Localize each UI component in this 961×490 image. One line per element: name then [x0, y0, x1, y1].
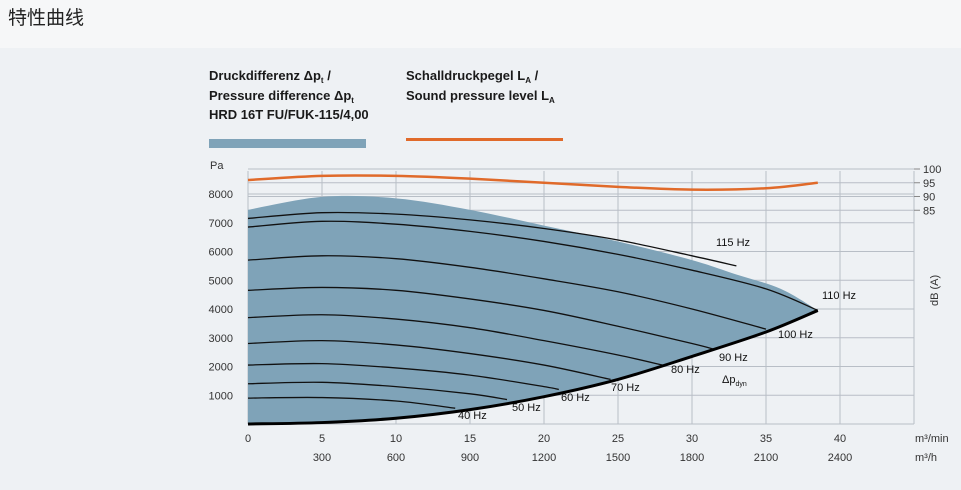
speed-label-60hz: 60 Hz [561, 392, 590, 404]
x-tick-label-alt: 300 [313, 452, 331, 464]
speed-label-100hz: 100 Hz [778, 329, 813, 341]
y2-tick-label: 100 [923, 164, 941, 176]
x-tick-label-alt: 1800 [680, 452, 704, 464]
y2-tick-label: 95 [923, 178, 935, 190]
y-tick-label: 3000 [209, 333, 233, 345]
legend-sound-swatch [406, 138, 563, 141]
y-tick-label: 2000 [209, 362, 233, 374]
x-tick-label: 40 [834, 433, 846, 445]
y-tick-label: 8000 [209, 189, 233, 201]
speed-label-90hz: 90 Hz [719, 352, 748, 364]
legend-sound: Schalldruckpegel LA / Sound pressure lev… [406, 68, 563, 141]
x-tick-label-alt: 600 [387, 452, 405, 464]
x-tick-label-alt: 900 [461, 452, 479, 464]
dyn-label: Δpdyn [722, 374, 747, 388]
x-tick-label: 0 [245, 433, 251, 445]
speed-curve-115hz [247, 211, 737, 267]
speed-label-70hz: 70 Hz [611, 382, 640, 394]
speed-curve-40hz [247, 396, 456, 409]
legend-pressure: Druckdifferenz Δpt / Pressure difference… [209, 68, 369, 148]
page-title: 特性曲线 [8, 7, 85, 29]
y2-axis-label: dB (A) [929, 275, 941, 306]
x-tick-label-alt: 1200 [532, 452, 556, 464]
speed-curve-60hz [247, 362, 559, 391]
legend-sound-line2: Sound pressure level LA [406, 88, 555, 105]
speed-curve-80hz [247, 314, 663, 366]
speed-curve-100hz [247, 255, 767, 330]
speed-label-115hz: 115 Hz [716, 237, 750, 249]
x-tick-label-alt: 2400 [828, 452, 852, 464]
speed-label-110hz: 110 Hz [822, 290, 856, 302]
speed-curve-110hz [247, 220, 819, 312]
y2-tick-label: 90 [923, 192, 935, 204]
x-tick-label: 15 [464, 433, 476, 445]
legend-pressure-line3: HRD 16T FU/FUK-115/4,00 [209, 107, 369, 122]
dynamic-pressure-curve [247, 309, 819, 426]
x-tick-label-alt: 1500 [606, 452, 630, 464]
x-tick-label: 35 [760, 433, 772, 445]
speed-label-40hz: 40 Hz [458, 410, 487, 422]
y-tick-label: 6000 [209, 247, 233, 259]
x-axis-unit: m³/min [915, 433, 949, 445]
speed-curve-90hz [247, 286, 715, 350]
speed-label-80hz: 80 Hz [671, 364, 700, 376]
speed-curve-70hz [247, 339, 611, 381]
x-tick-label: 25 [612, 433, 624, 445]
legend-pressure-swatch [209, 139, 366, 148]
characteristic-chart: Druckdifferenz Δpt / Pressure difference… [209, 68, 949, 464]
speed-curve-50hz [247, 381, 508, 401]
y-tick-label: 1000 [209, 390, 233, 402]
x-tick-label: 20 [538, 433, 550, 445]
legend-pressure-line2: Pressure difference Δpt [209, 88, 354, 105]
y-tick-label: 7000 [209, 218, 233, 230]
pressure-area [248, 195, 818, 424]
legend-pressure-line1: Druckdifferenz Δpt / [209, 68, 331, 85]
speed-label-50hz: 50 Hz [512, 402, 541, 414]
x-tick-label-alt: 2100 [754, 452, 778, 464]
y-axis-unit: Pa [210, 160, 224, 172]
x-axis-unit-alt: m³/h [915, 452, 937, 464]
y-tick-label: 5000 [209, 275, 233, 287]
x-tick-label: 5 [319, 433, 325, 445]
x-tick-label: 30 [686, 433, 698, 445]
sound-level-curve [247, 174, 818, 191]
x-tick-label: 10 [390, 433, 402, 445]
legend-sound-line1: Schalldruckpegel LA / [406, 68, 539, 85]
y2-tick-label: 85 [923, 205, 935, 217]
title-bar: 特性曲线 [0, 0, 961, 48]
y-tick-label: 4000 [209, 304, 233, 316]
